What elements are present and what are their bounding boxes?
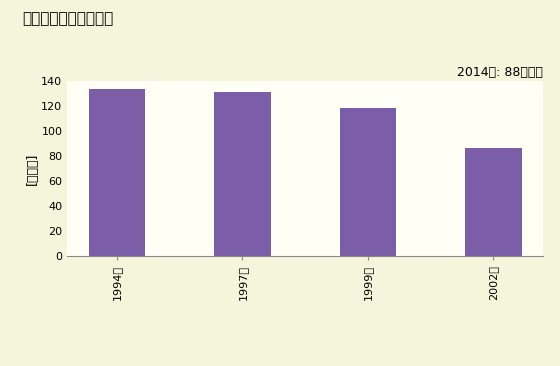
Text: 2014年: 88事業所: 2014年: 88事業所 (458, 66, 543, 79)
Text: 商業の事業所数の推移: 商業の事業所数の推移 (22, 11, 114, 26)
Bar (89, 89, 145, 256)
Y-axis label: [事業所]: [事業所] (25, 152, 39, 184)
Bar (340, 108, 396, 256)
Bar (214, 92, 270, 256)
Bar (465, 148, 521, 256)
